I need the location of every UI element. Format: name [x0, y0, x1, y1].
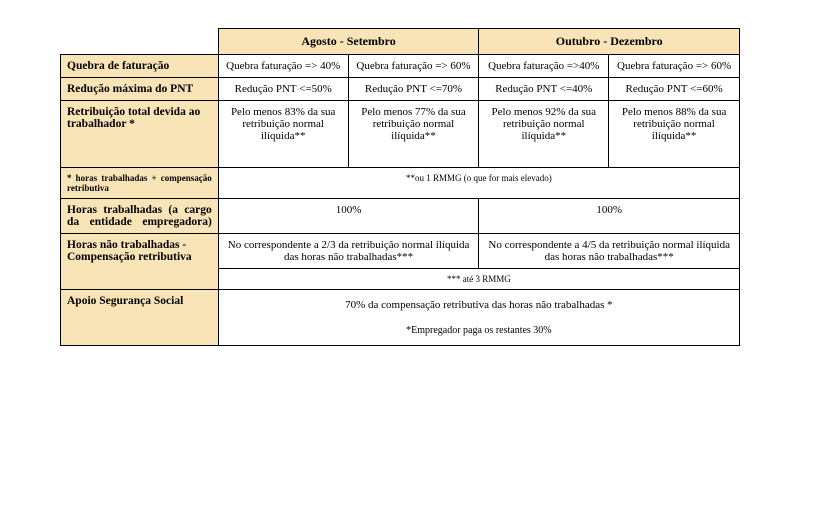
horas-nao-trab-cell-0: No correspondente a 2/3 da retribuição n… [218, 234, 479, 269]
retrib-label-text: Retribuição total devida ao trabalhador … [67, 106, 212, 162]
quebra-cell-2: Quebra faturação =>40% [479, 55, 609, 78]
reducao-cell-3: Redução PNT <=60% [609, 78, 740, 101]
corner-blank [61, 29, 219, 55]
quebra-cell-1: Quebra faturação => 60% [348, 55, 479, 78]
retrib-cell-1: Pelo menos 77% da sua retribuição normal… [348, 101, 479, 168]
apoio-line-2: *Empregador paga os restantes 30% [225, 311, 733, 340]
row-retrib-label: Retribuição total devida ao trabalhador … [61, 101, 219, 168]
apoio-line-1: 70% da compensação retributiva das horas… [225, 295, 733, 311]
note-rmmg3-value: *** até 3 RMMG [218, 269, 739, 290]
row-reducao-label: Redução máxima do PNT [61, 78, 219, 101]
horas-trab-cell-0: 100% [218, 199, 479, 234]
horas-trab-cell-1: 100% [479, 199, 740, 234]
row-horas-nao-trab-label: Horas não trabalhadas - Compensação retr… [61, 234, 219, 290]
quebra-cell-0: Quebra faturação => 40% [218, 55, 348, 78]
period-header-2: Outubro - Dezembro [479, 29, 740, 55]
quebra-cell-3: Quebra faturação => 60% [609, 55, 740, 78]
row-apoio-label: Apoio Segurança Social [61, 290, 219, 346]
row-quebra-label: Quebra de faturação [61, 55, 219, 78]
benefits-table: Agosto - Setembro Outubro - Dezembro Que… [60, 28, 740, 346]
row-note-rmmg-label: * horas trabalhadas + compensação retrib… [61, 168, 219, 199]
retrib-cell-2: Pelo menos 92% da sua retribuição normal… [479, 101, 609, 168]
retrib-cell-3: Pelo menos 88% da sua retribuição normal… [609, 101, 740, 168]
note-rmmg-value: **ou 1 RMMG (o que for mais elevado) [218, 168, 739, 199]
reducao-cell-0: Redução PNT <=50% [218, 78, 348, 101]
apoio-cell: 70% da compensação retributiva das horas… [218, 290, 739, 346]
retrib-cell-0: Pelo menos 83% da sua retribuição normal… [218, 101, 348, 168]
row-horas-trab-label: Horas trabalhadas (a cargo da entidade e… [61, 199, 219, 234]
reducao-cell-1: Redução PNT <=70% [348, 78, 479, 101]
period-header-1: Agosto - Setembro [218, 29, 479, 55]
horas-nao-trab-cell-1: No correspondente a 4/5 da retribuição n… [479, 234, 740, 269]
reducao-cell-2: Redução PNT <=40% [479, 78, 609, 101]
